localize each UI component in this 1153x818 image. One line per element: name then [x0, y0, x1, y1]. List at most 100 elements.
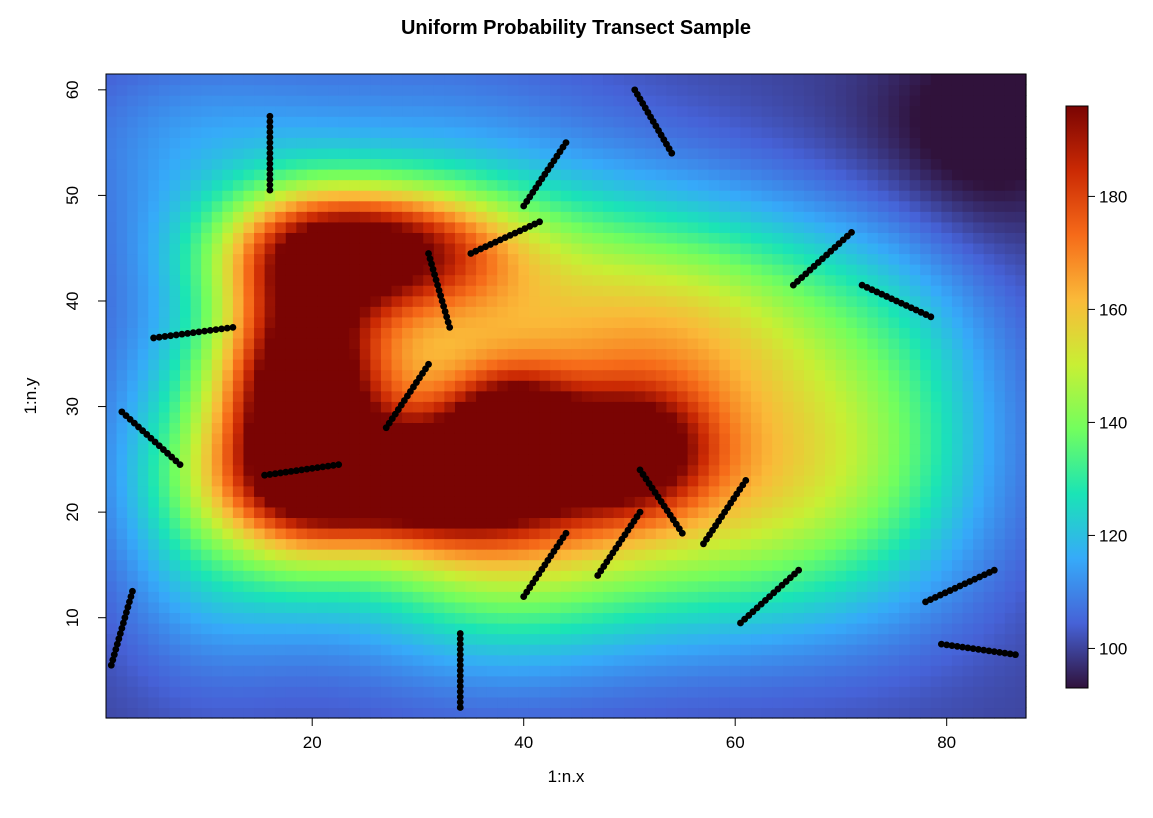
heatmap-cell	[180, 126, 192, 138]
heatmap-cell	[772, 116, 784, 128]
heatmap-cell	[137, 401, 149, 413]
heatmap-cell	[899, 707, 911, 719]
heatmap-cell	[412, 158, 424, 170]
heatmap-cell	[497, 654, 509, 666]
heatmap-cell	[539, 485, 551, 497]
heatmap-cell	[751, 559, 763, 571]
heatmap-cell	[106, 285, 118, 297]
heatmap-cell	[856, 211, 868, 223]
heatmap-cell	[106, 95, 118, 107]
heatmap-cell	[275, 84, 287, 96]
heatmap-cell	[296, 190, 308, 202]
heatmap-cell	[349, 179, 361, 191]
heatmap-cell	[328, 316, 340, 328]
heatmap-cell	[433, 126, 445, 138]
heatmap-cell	[888, 369, 900, 381]
heatmap-cell	[835, 696, 847, 709]
heatmap-cell	[423, 221, 435, 233]
heatmap-cell	[877, 538, 890, 550]
heatmap-cell	[497, 105, 509, 117]
heatmap-cell	[285, 95, 297, 107]
heatmap-cell	[835, 169, 847, 181]
heatmap-cell	[951, 570, 964, 582]
heatmap-cell	[476, 190, 488, 202]
heatmap-cell	[645, 274, 657, 286]
heatmap-cell	[920, 485, 932, 497]
heatmap-cell	[306, 221, 319, 233]
heatmap-cell	[655, 633, 668, 645]
heatmap-cell	[370, 337, 382, 350]
heatmap-cell	[349, 644, 361, 656]
heatmap-cell	[814, 549, 826, 561]
heatmap-cell	[211, 580, 223, 592]
heatmap-cell	[624, 116, 636, 128]
heatmap-cell	[222, 707, 234, 719]
heatmap-cell	[328, 274, 340, 286]
heatmap-cell	[402, 633, 414, 645]
heatmap-cell	[888, 126, 900, 138]
heatmap-cell	[402, 316, 414, 328]
heatmap-cell	[803, 686, 816, 698]
heatmap-cell	[592, 285, 604, 297]
heatmap-cell	[740, 696, 752, 709]
heatmap-cell	[592, 348, 604, 360]
heatmap-cell	[190, 580, 202, 592]
heatmap-cell	[391, 570, 403, 582]
heatmap-cell	[592, 137, 604, 149]
heatmap-cell	[402, 675, 414, 687]
heatmap-cell	[962, 591, 974, 603]
heatmap-cell	[190, 253, 202, 265]
heatmap-cell	[137, 559, 149, 571]
heatmap-cell	[751, 116, 763, 128]
heatmap-cell	[391, 506, 403, 519]
heatmap-cell	[899, 264, 911, 276]
heatmap-cell	[782, 454, 794, 466]
heatmap-cell	[264, 538, 276, 550]
heatmap-cell	[814, 84, 826, 96]
heatmap-cell	[306, 285, 319, 297]
heatmap-cell	[761, 264, 773, 276]
heatmap-cell	[190, 190, 202, 202]
heatmap-cell	[793, 74, 805, 86]
heatmap-cell	[867, 485, 879, 497]
heatmap-cell	[127, 232, 139, 244]
heatmap-cell	[359, 464, 371, 476]
heatmap-cell	[137, 190, 149, 202]
heatmap-cell	[613, 221, 625, 233]
heatmap-cell	[539, 200, 551, 212]
heatmap-cell	[264, 316, 276, 328]
heatmap-cell	[877, 485, 890, 497]
heatmap-cell	[370, 538, 382, 550]
heatmap-cell	[201, 316, 213, 328]
heatmap-cell	[444, 559, 456, 571]
heatmap-cell	[761, 707, 773, 719]
heatmap-cell	[254, 549, 266, 561]
heatmap-cell	[402, 496, 414, 508]
heatmap-cell	[380, 696, 393, 709]
heatmap-cell	[909, 105, 921, 117]
heatmap-cell	[962, 517, 974, 529]
heatmap-cell	[751, 285, 763, 297]
heatmap-cell	[751, 517, 763, 529]
heatmap-cell	[497, 686, 509, 698]
heatmap-cell	[423, 327, 435, 339]
heatmap-cell	[433, 570, 445, 582]
heatmap-cell	[539, 675, 551, 687]
heatmap-cell	[169, 665, 181, 677]
heatmap-cell	[613, 158, 625, 170]
heatmap-cell	[729, 612, 742, 624]
heatmap-cell	[338, 538, 350, 550]
heatmap-cell	[888, 707, 900, 719]
heatmap-cell	[803, 84, 816, 96]
heatmap-cell	[338, 686, 350, 698]
heatmap-cell	[581, 538, 594, 550]
heatmap-cell	[454, 285, 467, 297]
heatmap-cell	[454, 443, 467, 455]
heatmap-cell	[317, 538, 329, 550]
heatmap-cell	[930, 105, 942, 117]
heatmap-cell	[275, 380, 287, 392]
heatmap-cell	[486, 380, 498, 392]
heatmap-cell	[846, 74, 858, 86]
heatmap-cell	[888, 443, 900, 455]
heatmap-cell	[645, 411, 657, 423]
